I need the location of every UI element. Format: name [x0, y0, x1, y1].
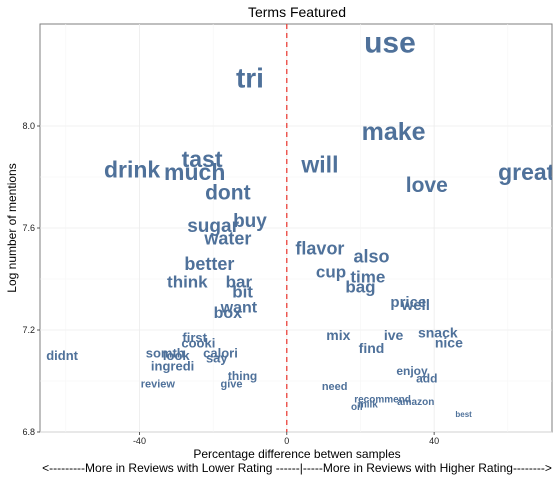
x-tick-label: -40: [133, 436, 146, 446]
term-find: find: [359, 340, 385, 356]
term-water: water: [203, 229, 251, 249]
term-oil: oil: [351, 402, 363, 413]
term-better: better: [184, 254, 234, 274]
term-recommend: recommend: [354, 394, 411, 405]
term-ive: ive: [384, 327, 404, 343]
term-thing: thing: [228, 369, 257, 383]
term-give: give: [221, 378, 243, 390]
term-amazon: amazon: [397, 397, 434, 408]
y-tick-label: 6.8: [22, 427, 35, 437]
term-box: box: [214, 305, 243, 322]
term-drink: drink: [104, 156, 160, 182]
x-axis-title: Percentage difference betwen samples: [193, 447, 400, 461]
term-milk: milk: [358, 399, 378, 410]
term-best: best: [455, 410, 472, 419]
term-calori: calori: [203, 346, 238, 361]
term-will: will: [300, 151, 338, 177]
term-make: make: [362, 118, 426, 146]
term-somth: somth: [146, 346, 185, 361]
term-mix: mix: [326, 327, 350, 343]
x-tick-label: 0: [284, 436, 289, 446]
term-nice: nice: [435, 335, 463, 351]
term-bit: bit: [232, 283, 253, 302]
term-price: price: [390, 294, 426, 311]
axis-ticks: 6.8 7.2 7.6 8.0 -40 0 40: [22, 121, 439, 446]
term-first: first: [182, 330, 207, 345]
x-tick-label: 40: [429, 436, 439, 446]
term-dont: dont: [205, 182, 250, 205]
x-axis-subtitle: <---------More in Reviews with Lower Rat…: [42, 461, 552, 475]
chart-title: Terms Featured: [248, 4, 346, 20]
term-bag: bag: [345, 278, 375, 297]
term-need: need: [322, 381, 348, 393]
term-think: think: [167, 273, 208, 292]
term-tast: tast: [182, 146, 223, 172]
term-say: say: [206, 351, 228, 366]
term-didnt: didnt: [46, 348, 78, 363]
term-look: look: [163, 348, 190, 363]
term-enjoy: enjoy: [396, 364, 428, 378]
term-time: time: [350, 267, 385, 286]
y-tick-label: 7.2: [22, 325, 35, 335]
term-well: well: [401, 297, 430, 314]
term-snack: snack: [418, 324, 458, 340]
term-love: love: [406, 174, 448, 197]
term-cooki: cooki: [181, 335, 215, 350]
term-also: also: [353, 246, 389, 266]
term-sugar: sugar: [187, 216, 239, 237]
term-much: much: [164, 159, 225, 185]
term-tri: tri: [236, 62, 264, 93]
y-tick-label: 8.0: [22, 121, 35, 131]
term-review: review: [141, 378, 176, 390]
term-labels: use tri make great tast drink much will love dont…: [46, 26, 555, 419]
y-axis-title: Log number of mentions: [5, 163, 19, 292]
term-buy: buy: [233, 211, 267, 232]
term-flavor: flavor: [295, 239, 344, 259]
term-want: want: [220, 300, 258, 317]
term-great: great: [498, 159, 555, 185]
term-bar: bar: [226, 273, 253, 292]
term-cup: cup: [316, 262, 346, 281]
term-add: add: [416, 372, 437, 386]
term-ingredi: ingredi: [151, 358, 194, 373]
term-use: use: [364, 26, 416, 59]
y-tick-label: 7.6: [22, 223, 35, 233]
